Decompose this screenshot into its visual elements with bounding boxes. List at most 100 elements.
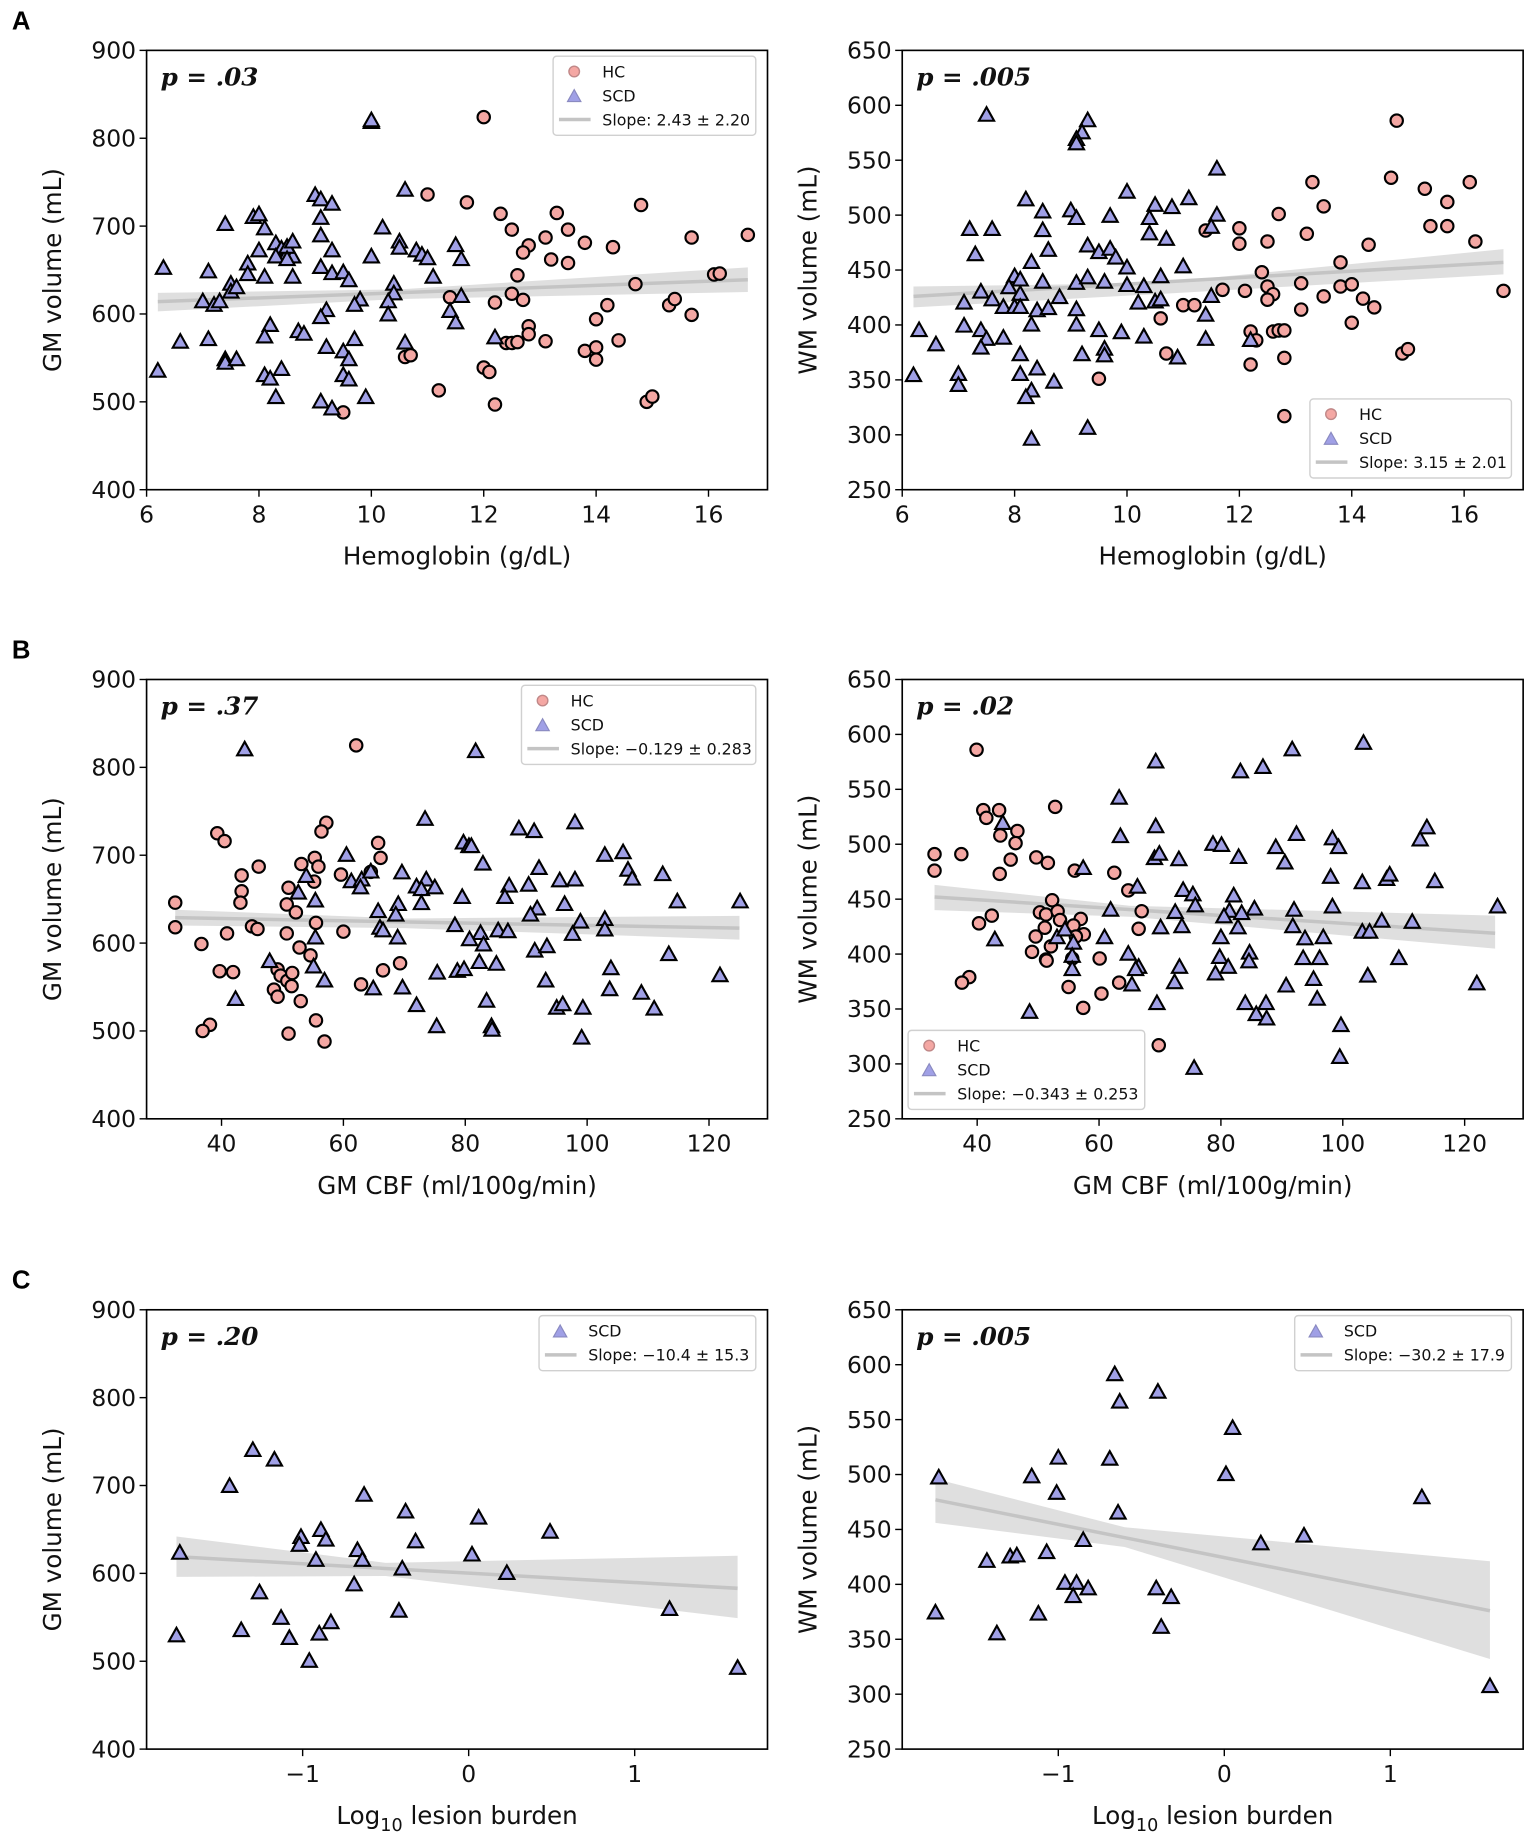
hc-point — [954, 975, 970, 990]
hc-point — [1107, 865, 1122, 881]
y-tick-label: 350 — [847, 995, 892, 1023]
hc-point — [487, 397, 503, 412]
scd-point — [1067, 299, 1086, 317]
scd-point — [572, 1027, 592, 1045]
scd-point — [1140, 223, 1159, 241]
scd-point — [1283, 916, 1303, 934]
scd-point — [1118, 943, 1138, 961]
scd-point — [1007, 1545, 1027, 1563]
hc-point — [1039, 953, 1054, 968]
hc-point — [1075, 1000, 1091, 1016]
hc-point — [510, 334, 525, 350]
hc-point — [504, 222, 520, 237]
legend-label-hc: HC — [602, 62, 625, 81]
hc-point — [1293, 275, 1309, 291]
x-tick-label: 40 — [207, 1130, 237, 1158]
scd-point — [353, 1550, 372, 1567]
x-tick-label: 0 — [1217, 1760, 1232, 1788]
scd-point — [289, 1535, 309, 1552]
hc-point — [633, 197, 649, 213]
y-tick-label: 600 — [91, 929, 136, 957]
scd-point — [1095, 271, 1114, 289]
scd-point — [1010, 297, 1030, 315]
y-axis-label: GM volume (mL) — [38, 797, 67, 1001]
hc-point — [600, 297, 615, 313]
scd-point — [271, 1608, 291, 1625]
hc-point — [281, 880, 296, 895]
hc-point — [1316, 199, 1331, 214]
x-tick-label: 16 — [694, 501, 724, 529]
hc-point — [292, 940, 307, 955]
hc-point — [1008, 835, 1023, 851]
legend-box — [520, 684, 757, 766]
scd-point — [454, 959, 474, 977]
scd-point — [1168, 347, 1187, 365]
scd-point — [260, 368, 280, 386]
p-value-annotation: p = .005 — [916, 1322, 1031, 1351]
scd-point — [461, 836, 481, 854]
hc-point — [1187, 297, 1202, 313]
y-tick-label: 600 — [847, 721, 892, 749]
scd-point — [339, 349, 359, 367]
scd-point — [965, 244, 985, 262]
scd-point — [386, 904, 406, 922]
scd-point — [926, 1602, 945, 1620]
scd-point — [909, 320, 929, 338]
y-tick-label: 650 — [847, 37, 892, 65]
scd-point — [1170, 957, 1189, 974]
scd-point — [1048, 1447, 1068, 1465]
scd-point — [653, 864, 673, 882]
scd-point — [395, 179, 415, 197]
scd-point — [1488, 896, 1507, 914]
scd-point — [1214, 906, 1234, 924]
scd-point — [728, 1658, 747, 1675]
legend: HC SCD Slope: −0.343 ± 0.253 — [907, 1029, 1146, 1111]
scd-point — [1216, 1464, 1236, 1482]
scd-point — [311, 189, 331, 207]
legend-hc-marker-icon — [536, 694, 549, 707]
scd-point — [1110, 1391, 1130, 1409]
scd-point — [1020, 1002, 1039, 1019]
scd-point — [519, 874, 539, 892]
scd-point — [1134, 276, 1154, 294]
scd-point — [1078, 418, 1098, 435]
x-tick-label: 1 — [627, 1760, 642, 1788]
scd-point — [344, 1574, 364, 1592]
scd-point — [1038, 240, 1058, 257]
x-axis-label: Hemoglobin (g/dL) — [343, 542, 571, 571]
scd-point — [660, 1599, 679, 1617]
hc-point — [1417, 181, 1433, 197]
hc-point — [543, 252, 559, 267]
scd-point — [1151, 917, 1170, 935]
y-tick-label: 500 — [847, 1461, 892, 1489]
hc-point — [317, 1034, 332, 1049]
scd-point — [1196, 329, 1216, 346]
scd-point — [954, 292, 974, 310]
hc-point — [459, 195, 475, 210]
scd-point — [1169, 849, 1189, 867]
hc-point — [1131, 921, 1146, 937]
hc-point — [1061, 979, 1076, 995]
scd-point — [1239, 951, 1259, 969]
hc-point — [431, 383, 447, 398]
legend-scd-marker-icon — [552, 1323, 568, 1338]
hc-point — [588, 352, 604, 367]
hc-point — [487, 295, 503, 310]
scd-point — [1033, 271, 1053, 289]
scd-point — [227, 349, 246, 367]
scd-point — [288, 882, 308, 900]
scd-point — [392, 1558, 412, 1576]
scd-point — [396, 1501, 415, 1519]
scd-point — [482, 1019, 502, 1037]
legend-label-slope: Slope: −10.4 ± 15.3 — [588, 1346, 749, 1365]
hc-point — [577, 235, 593, 251]
scd-point — [1253, 757, 1273, 774]
scd-point — [999, 277, 1019, 295]
scd-point — [1148, 1382, 1168, 1399]
legend: HC SCD Slope: 3.15 ± 2.01 — [1309, 398, 1513, 479]
hc-point — [521, 326, 536, 342]
p-value-annotation: p = .37 — [161, 692, 259, 721]
legend-label-scd: SCD — [602, 86, 635, 105]
hc-point — [1344, 277, 1360, 292]
legend-scd-marker-icon — [534, 717, 551, 732]
